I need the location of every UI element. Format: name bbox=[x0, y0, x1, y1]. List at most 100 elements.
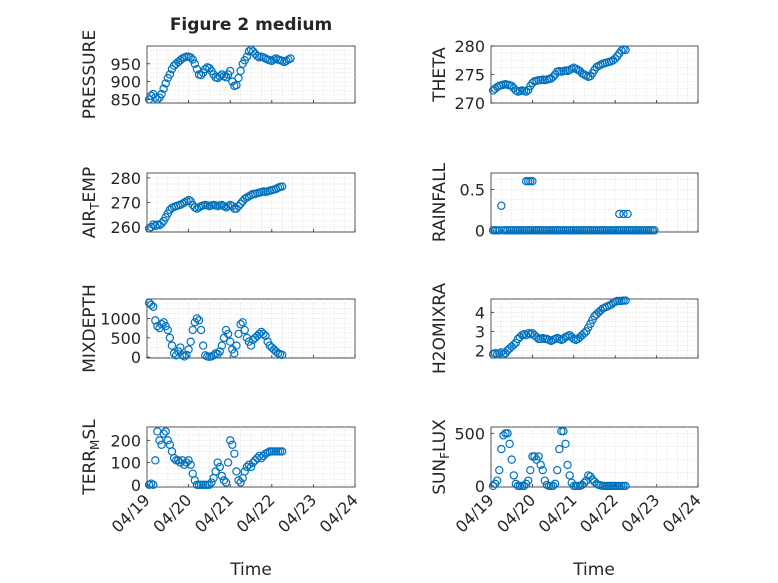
y-tick-label: 0 bbox=[475, 221, 485, 240]
y-tick-label: 850 bbox=[110, 90, 141, 109]
y-tick-label: 200 bbox=[110, 431, 141, 450]
data-point bbox=[178, 199, 187, 208]
data-point bbox=[559, 334, 568, 344]
data-point bbox=[182, 350, 191, 360]
data-point bbox=[211, 467, 220, 476]
data-point bbox=[534, 452, 543, 461]
data-point bbox=[538, 465, 547, 475]
y-axis-label-5: H2OMIXRA bbox=[430, 283, 450, 374]
y-axis-label-3: RAINFALL bbox=[430, 162, 450, 242]
data-point bbox=[161, 79, 170, 88]
data-point bbox=[509, 471, 518, 480]
data-point bbox=[217, 471, 227, 481]
data-point bbox=[234, 476, 243, 485]
data-point bbox=[157, 219, 166, 228]
data-point bbox=[615, 209, 624, 219]
y-axis-label-7: SUNFLUX bbox=[430, 419, 452, 495]
data-point bbox=[184, 456, 193, 465]
data-point bbox=[188, 55, 197, 64]
data-point bbox=[217, 200, 227, 210]
data-point bbox=[246, 341, 256, 350]
data-point bbox=[219, 476, 229, 485]
data-point bbox=[225, 436, 235, 445]
data-point bbox=[650, 226, 659, 235]
data-point bbox=[236, 320, 245, 329]
data-point bbox=[149, 220, 158, 229]
y-tick-label: 950 bbox=[110, 55, 141, 74]
data-point bbox=[186, 337, 195, 346]
data-point bbox=[234, 329, 243, 339]
data-point bbox=[165, 205, 175, 215]
subplot-terr-msl: 0 100 200 TERRMSL 04/1904/2004/2104/2204/230… bbox=[80, 419, 362, 537]
data-point bbox=[163, 436, 172, 445]
data-point bbox=[248, 47, 258, 56]
data-point bbox=[259, 329, 268, 339]
data-point bbox=[503, 429, 512, 438]
data-point bbox=[178, 456, 187, 465]
data-point bbox=[182, 458, 191, 467]
data-point bbox=[196, 325, 206, 335]
data-point bbox=[559, 427, 568, 436]
data-point bbox=[225, 66, 235, 76]
data-point bbox=[236, 478, 245, 487]
data-point bbox=[278, 182, 287, 191]
data-point bbox=[248, 458, 258, 467]
data-point bbox=[495, 226, 504, 235]
y-tick-label: 900 bbox=[110, 73, 141, 92]
data-point bbox=[242, 462, 252, 472]
data-point bbox=[267, 56, 276, 66]
x-tick-label: 04/20 bbox=[493, 490, 539, 536]
data-point bbox=[207, 478, 216, 487]
data-point bbox=[621, 45, 630, 55]
data-point bbox=[221, 203, 231, 212]
data-point bbox=[213, 349, 222, 359]
data-point bbox=[240, 467, 249, 476]
data-point bbox=[190, 203, 200, 212]
x-tick-label: 04/21 bbox=[191, 490, 237, 536]
data-point bbox=[190, 59, 200, 69]
data-point bbox=[146, 300, 156, 310]
x-tick-label: 04/24 bbox=[316, 490, 362, 536]
data-point bbox=[176, 458, 185, 467]
figure-title: Figure 2 medium bbox=[170, 15, 332, 35]
data-point bbox=[188, 325, 197, 335]
data-point bbox=[180, 198, 189, 207]
data-point bbox=[619, 209, 628, 219]
data-point bbox=[228, 440, 237, 449]
data-point bbox=[194, 316, 204, 325]
data-point bbox=[493, 476, 502, 485]
data-point bbox=[169, 453, 179, 463]
data-point bbox=[209, 351, 218, 360]
data-point bbox=[219, 201, 229, 211]
data-point bbox=[232, 341, 241, 350]
data-point bbox=[163, 325, 172, 335]
data-point bbox=[242, 193, 252, 202]
subplot-sun-flux: 0 500SUNFLUX04/1904/2004/2104/2204/2304/2… bbox=[430, 419, 705, 537]
data-point bbox=[488, 481, 498, 491]
data-point bbox=[621, 481, 630, 491]
x-tick-label: 04/19 bbox=[452, 490, 498, 536]
data-point bbox=[146, 91, 156, 101]
data-point bbox=[153, 321, 162, 331]
y-tick-label: 1000 bbox=[100, 309, 141, 328]
data-point bbox=[561, 439, 570, 449]
data-point bbox=[519, 481, 529, 491]
data-point bbox=[159, 429, 168, 438]
y-tick-label: 270 bbox=[454, 94, 485, 113]
y-axis-label-0: PRESSURE bbox=[80, 30, 100, 119]
data-point bbox=[234, 201, 243, 211]
x-axis-label-left: Time bbox=[229, 560, 272, 580]
data-point bbox=[240, 194, 249, 204]
data-point bbox=[217, 70, 227, 79]
data-point bbox=[230, 349, 239, 358]
data-point bbox=[232, 204, 241, 213]
data-point bbox=[236, 199, 245, 208]
x-tick-label: 04/19 bbox=[108, 490, 154, 536]
data-point bbox=[165, 333, 175, 343]
data-point bbox=[155, 436, 164, 445]
data-point bbox=[173, 456, 183, 465]
data-point bbox=[157, 89, 166, 99]
data-point bbox=[509, 340, 518, 349]
x-tick-label: 04/21 bbox=[535, 490, 581, 536]
data-point bbox=[540, 476, 550, 485]
